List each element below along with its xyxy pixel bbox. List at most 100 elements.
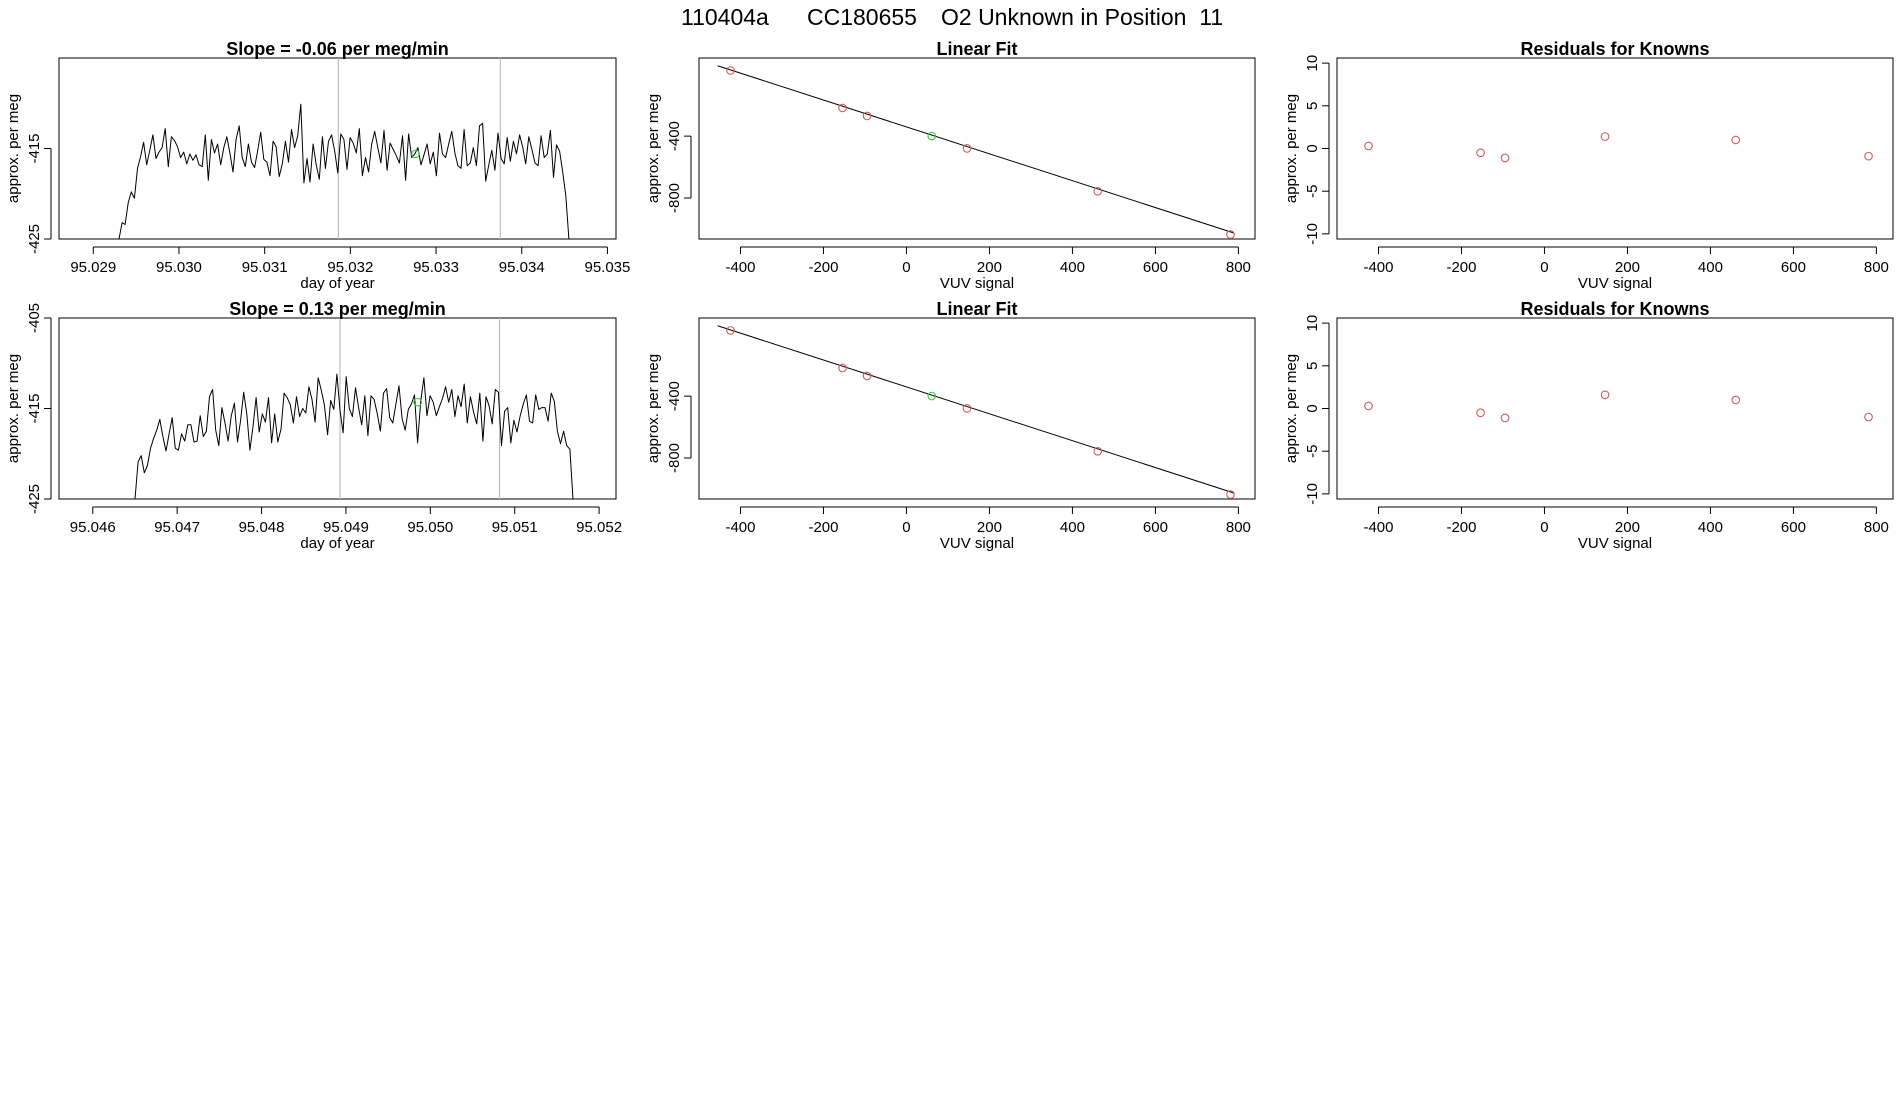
x-tick-label: 400: [1698, 259, 1723, 276]
x-tick-label: 200: [977, 259, 1002, 276]
series-line: [118, 103, 570, 239]
plot-area: [717, 325, 1235, 499]
plot-frame: [1336, 317, 1894, 500]
x-tick-label: 800: [1226, 259, 1251, 276]
known-point: [726, 66, 735, 75]
x-tick-label: -200: [808, 519, 838, 536]
plot-area: [118, 58, 570, 239]
known-point: [1093, 186, 1103, 196]
y-tick-label: -10: [1304, 483, 1321, 505]
chart-panel-1: Slope = -0.06 per meg/min 95.029 95.030 95.…: [5, 39, 630, 292]
y-axis-label: approx. per meg: [5, 354, 22, 463]
run-id-label: 110404a: [681, 4, 769, 30]
plot-frame: [698, 317, 1256, 500]
unknown-point: [927, 131, 937, 141]
plot-frame: [58, 317, 617, 500]
y-tick-label: -405: [26, 303, 43, 333]
x-tick-label: -400: [725, 519, 755, 536]
x-tick-label: 0: [902, 519, 910, 536]
y-tick-label: 5: [1304, 362, 1321, 370]
y-tick-label: -400: [666, 121, 683, 151]
known-point: [962, 404, 972, 413]
x-tick-label: 95.046: [70, 519, 116, 536]
y-axis-label: approx. per meg: [5, 94, 22, 203]
plot-area: [1364, 132, 1873, 163]
x-tick-label: -200: [1446, 259, 1476, 276]
y-tick-label: -5: [1304, 445, 1321, 458]
chart-title: Slope = -0.06 per meg/min: [226, 39, 449, 59]
x-tick-label: 95.032: [327, 259, 373, 276]
x-tick-label: 95.052: [576, 519, 622, 536]
known-point: [1500, 153, 1510, 163]
known-point: [838, 363, 847, 373]
cylinder-id-label: CC180655: [807, 4, 917, 30]
known-point: [862, 111, 872, 121]
plot-area: [717, 65, 1235, 239]
known-point: [1476, 408, 1485, 418]
plot-frame: [58, 57, 617, 240]
x-axis-label: day of year: [300, 275, 374, 292]
x-axis-label: VUV signal: [940, 535, 1014, 552]
y-axis-label: approx. per meg: [645, 94, 662, 203]
known-point: [862, 371, 872, 381]
x-tick-label: -200: [808, 259, 838, 276]
x-tick-label: 400: [1698, 519, 1723, 536]
chart-title: Residuals for Knowns: [1520, 299, 1709, 319]
chart-title: Linear Fit: [936, 39, 1017, 59]
chart-title: Slope = 0.13 per meg/min: [229, 299, 446, 319]
known-point: [1500, 413, 1510, 423]
known-point: [1476, 148, 1485, 158]
known-point: [1364, 141, 1373, 151]
y-tick-label: -5: [1304, 185, 1321, 198]
y-tick-label: -800: [666, 183, 683, 213]
known-point: [1731, 395, 1741, 405]
x-tick-label: 200: [1615, 519, 1640, 536]
x-tick-label: 95.051: [492, 519, 538, 536]
chart-panel-3: Residuals for Knowns -400 -200 0 200 400 600 80…: [1283, 39, 1894, 292]
known-point: [1731, 135, 1741, 145]
x-tick-label: 600: [1781, 519, 1806, 536]
x-tick-label: 200: [1615, 259, 1640, 276]
x-tick-label: 600: [1781, 259, 1806, 276]
y-tick-label: -425: [26, 484, 43, 514]
known-point: [1226, 490, 1235, 499]
x-tick-label: 600: [1143, 259, 1168, 276]
y-tick-label: -800: [666, 443, 683, 473]
series-line: [134, 373, 574, 499]
y-tick-label: 0: [1304, 404, 1321, 412]
x-axis-label: day of year: [300, 535, 374, 552]
x-tick-label: 95.035: [584, 259, 630, 276]
known-point: [838, 103, 847, 113]
x-axis-label: VUV signal: [1578, 535, 1652, 552]
x-tick-label: 800: [1864, 259, 1889, 276]
y-tick-label: -415: [26, 393, 43, 423]
x-tick-label: 800: [1226, 519, 1251, 536]
x-tick-label: 200: [977, 519, 1002, 536]
known-point: [726, 326, 735, 335]
x-tick-label: -400: [1363, 519, 1393, 536]
x-tick-label: -400: [725, 259, 755, 276]
x-axis-label: VUV signal: [940, 275, 1014, 292]
known-point: [1226, 230, 1235, 239]
x-tick-label: 0: [902, 259, 910, 276]
plot-area: [134, 318, 574, 499]
chart-panel-6: Residuals for Knowns -400 -200 0 200 400 600 80…: [1283, 299, 1894, 552]
known-point: [1864, 151, 1873, 161]
y-tick-label: 0: [1304, 144, 1321, 152]
x-tick-label: 95.049: [323, 519, 369, 536]
x-tick-label: 400: [1060, 259, 1085, 276]
chart-panel-5: Linear Fit -400 -200 0 200 400 600 800 VUV signa…: [645, 299, 1256, 552]
known-point: [1093, 446, 1103, 456]
x-tick-label: 95.029: [70, 259, 116, 276]
fit-line: [717, 325, 1235, 494]
chart-title: Residuals for Knowns: [1520, 39, 1709, 59]
y-tick-label: -10: [1304, 223, 1321, 245]
x-tick-label: 95.034: [499, 259, 545, 276]
y-axis-label: approx. per meg: [645, 354, 662, 463]
y-axis-label: approx. per meg: [1283, 94, 1300, 203]
y-tick-label: 5: [1304, 102, 1321, 110]
plot-area: [1364, 390, 1873, 423]
known-point: [1600, 390, 1610, 400]
y-tick-label: -415: [26, 133, 43, 163]
unknown-point: [927, 391, 937, 401]
